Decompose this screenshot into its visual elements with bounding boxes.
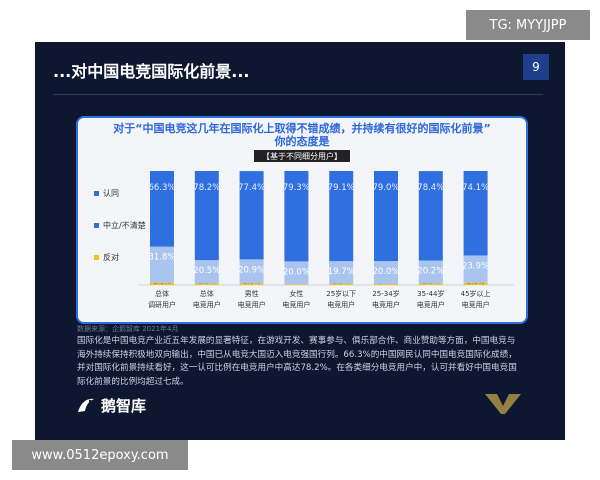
bar-segment	[150, 282, 174, 285]
summary-paragraph: 国际化是中国电竞产业近五年发展的显著特征，在游戏开发、赛事参与、俱乐部合作、商业…	[77, 336, 517, 387]
penguin-logo-icon	[78, 398, 94, 412]
bar-segment	[150, 246, 174, 283]
legend-swatch-oppose	[94, 255, 99, 260]
data-label: 23.9%	[462, 261, 489, 271]
segment-tag: 【基于不同细分用户】	[254, 150, 350, 162]
category-label: 调研用户	[148, 300, 176, 309]
bar-segment	[418, 171, 443, 261]
legend-label-agree: 认同	[103, 189, 119, 198]
bar-segment	[239, 259, 264, 284]
data-label: 66.3%	[148, 183, 175, 193]
slide: ...对中国电竞国际化前景... 9 对于“中国电竞这几年在国际化上取得不错成绩…	[35, 42, 565, 440]
data-label: 20.2%	[417, 266, 444, 276]
category-label: 电竞用户	[462, 300, 490, 309]
data-label: 79.3%	[283, 183, 310, 193]
data-label: 79.1%	[328, 183, 355, 193]
category-label: 电竞用户	[193, 300, 221, 309]
slide-divider	[53, 94, 543, 95]
category-label: 35-44岁	[417, 289, 444, 298]
category-label: 电竞用户	[282, 300, 310, 309]
data-label: 79.0%	[372, 183, 399, 193]
bar-segment	[194, 260, 219, 284]
chart-question-line1: 对于“中国电竞这几年在国际化上取得不错成绩，并持续有很好的国际化前景”	[113, 122, 491, 135]
category-label: 25-34岁	[372, 289, 399, 298]
decorative-v-mark	[485, 394, 521, 414]
watermark-top: TG: MYYJJPP	[466, 10, 590, 40]
data-label: 20.9%	[238, 265, 265, 275]
data-label: 19.7%	[328, 267, 355, 277]
bar-segment	[329, 261, 354, 284]
data-label: 74.1%	[462, 183, 489, 193]
slide-title: ...对中国电竞国际化前景...	[53, 62, 250, 81]
legend-label-neutral: 中立/不清楚	[103, 221, 146, 230]
bar-segment	[284, 284, 309, 285]
chart-question-line2: 你的态度是	[274, 135, 330, 148]
legend-item-agree: 认同	[94, 188, 119, 199]
bar-segment	[418, 260, 443, 284]
category-label: 总体	[200, 289, 214, 298]
data-label: 20.0%	[283, 267, 310, 277]
legend-label-oppose: 反对	[103, 253, 119, 262]
bar-segment	[284, 171, 309, 262]
category-label: 25岁以下	[326, 289, 356, 298]
data-label: 20.5%	[193, 266, 220, 276]
bar-segment	[239, 171, 264, 260]
watermark-bottom: www.0512epoxy.com	[12, 440, 188, 470]
bar-segment	[374, 261, 398, 284]
data-label: 20.0%	[372, 267, 399, 277]
bar-segment	[150, 171, 174, 247]
page-number-badge: 9	[523, 54, 549, 80]
category-label: 女性	[289, 289, 303, 298]
category-label: 总体	[155, 289, 169, 298]
brand-logo-text: 鹅智库	[101, 396, 147, 415]
legend-item-oppose: 反对	[94, 252, 119, 263]
stacked-bar-chart: 1.9%31.8%66.3%总体调研用户1.3%20.5%78.2%总体电竞用户…	[138, 171, 514, 309]
bar-segment	[418, 283, 443, 285]
category-label: 电竞用户	[238, 300, 266, 309]
category-label: 男性	[245, 289, 259, 298]
data-label: 31.8%	[148, 253, 175, 263]
chart-panel: 对于“中国电竞这几年在国际化上取得不错成绩，并持续有很好的国际化前景” 你的态度…	[76, 116, 528, 324]
bar-segment	[463, 171, 488, 256]
data-label: 77.4%	[238, 183, 265, 193]
bar-segment	[329, 283, 354, 285]
bar-segment	[194, 283, 219, 285]
data-source: 数据来源：企鹅智库 2021年4月	[77, 325, 179, 333]
chart-question: 对于“中国电竞这几年在国际化上取得不错成绩，并持续有很好的国际化前景” 你的态度…	[78, 122, 526, 148]
data-label: 78.2%	[193, 183, 220, 193]
bar-segment	[374, 171, 398, 262]
category-label: 45岁以上	[461, 289, 491, 298]
brand-logo: 鹅智库	[75, 392, 146, 418]
bar-segment	[463, 282, 488, 285]
bar-segment	[284, 261, 309, 285]
legend-item-neutral: 中立/不清楚	[94, 220, 146, 231]
category-label: 电竞用户	[417, 300, 445, 309]
data-label: 78.4%	[417, 183, 444, 193]
category-label: 电竞用户	[372, 300, 400, 309]
category-label: 电竞用户	[327, 300, 355, 309]
bar-segment	[194, 171, 219, 261]
bar-segment	[329, 171, 354, 262]
bar-segment	[374, 283, 398, 285]
bar-segment	[463, 255, 488, 283]
legend-swatch-agree	[94, 191, 99, 196]
bar-segment	[239, 283, 264, 285]
legend-swatch-neutral	[94, 223, 99, 228]
